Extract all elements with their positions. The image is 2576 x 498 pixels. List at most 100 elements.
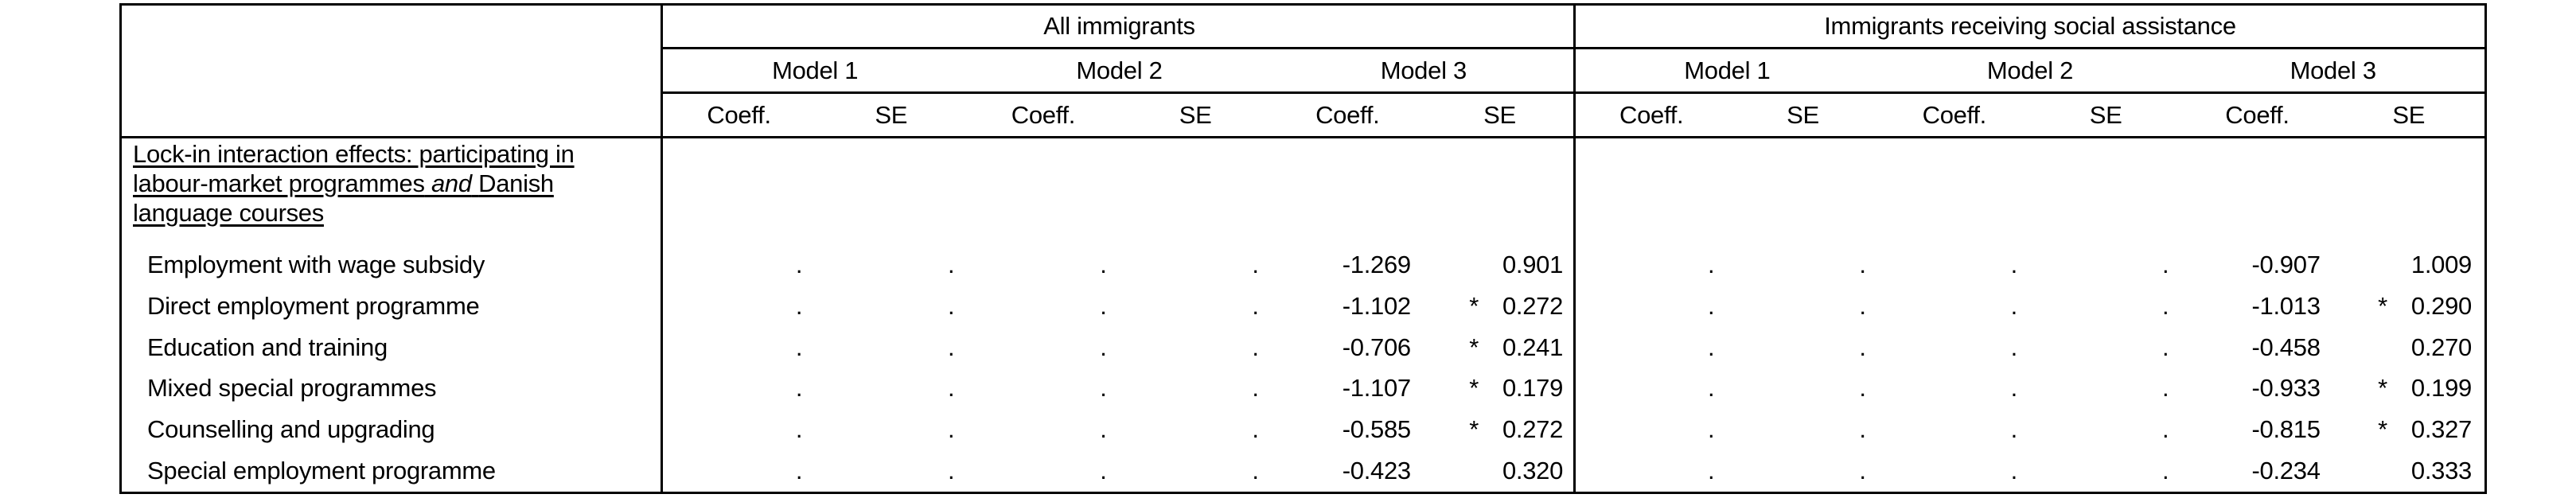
se-value: . xyxy=(815,327,967,368)
coeff-header: Coeff. xyxy=(707,100,771,129)
coeff-value: . xyxy=(1100,291,1107,320)
coeff-header: Coeff. xyxy=(1011,100,1076,129)
se-value: * 0.199 xyxy=(2333,368,2484,409)
se-number: . xyxy=(2161,291,2169,320)
se-number: . xyxy=(948,333,955,361)
se-value: * 0.290 xyxy=(2333,286,2484,327)
se-value: 0.333 xyxy=(2333,450,2484,492)
coeff-value: -0.933 xyxy=(2251,374,2321,403)
row-label: Counselling and upgrading xyxy=(147,415,435,444)
se-number: . xyxy=(948,374,955,403)
model-2-header: Model 2 xyxy=(1076,56,1163,84)
coeff-value: . xyxy=(795,374,803,403)
se-header: SE xyxy=(1483,100,1516,129)
se-number: 0.327 xyxy=(2410,415,2472,444)
row-label: Special employment programme xyxy=(147,457,496,485)
table-body: Lock-in interaction effects: participati… xyxy=(122,138,2484,492)
coeff-value: -0.423 xyxy=(1342,457,1411,485)
significance-star: * xyxy=(1469,374,1479,403)
model-1-header: Model 1 xyxy=(1684,56,1771,84)
coeff-value: . xyxy=(2010,250,2018,278)
coeff-value: -0.234 xyxy=(2251,457,2321,485)
coeff-value: -0.706 xyxy=(1342,333,1411,361)
se-number: . xyxy=(1859,333,1866,361)
se-number: 0.320 xyxy=(1502,457,1564,485)
header-spacer xyxy=(122,49,663,91)
section-heading: Lock-in interaction effects: participati… xyxy=(122,138,2484,244)
se-value: . xyxy=(1120,327,1272,368)
se-value: * 0.327 xyxy=(2333,409,2484,450)
se-number: . xyxy=(2161,333,2169,361)
coeff-value: . xyxy=(795,457,803,485)
se-number: . xyxy=(948,415,955,444)
coeff-value: . xyxy=(1100,415,1107,444)
se-value: * 0.241 xyxy=(1424,327,1576,368)
se-number: . xyxy=(1859,374,1866,403)
se-value: . xyxy=(2030,450,2181,492)
se-number: 0.179 xyxy=(1502,374,1564,403)
se-value: . xyxy=(1727,327,1878,368)
coeff-value: . xyxy=(795,415,803,444)
se-value: . xyxy=(815,450,967,492)
se-value: . xyxy=(1727,409,1878,450)
section-heading-line-3: language courses xyxy=(133,199,324,227)
se-number: . xyxy=(1252,250,1259,278)
se-value: . xyxy=(1727,286,1878,327)
section-heading-line-2: labour-market programmes and Danish xyxy=(133,169,2484,198)
significance-star: * xyxy=(2378,374,2387,403)
se-value: . xyxy=(1120,244,1272,286)
model-1-header: Model 1 xyxy=(772,56,859,84)
table-horizontal-rule xyxy=(122,136,2484,138)
significance-star: * xyxy=(1469,291,1479,320)
coeff-value: -1.013 xyxy=(2251,291,2321,320)
se-number: 1.009 xyxy=(2410,250,2472,278)
se-number: . xyxy=(1859,415,1866,444)
se-number: . xyxy=(948,291,955,320)
model-header-row: Model 1 Model 2 Model 3 Model 1 Model 2 … xyxy=(122,49,2484,91)
se-value: . xyxy=(815,286,967,327)
coeff-value: . xyxy=(1100,250,1107,278)
se-number: 0.270 xyxy=(2410,333,2472,361)
se-value: . xyxy=(2030,327,2181,368)
se-number: . xyxy=(1859,250,1866,278)
coeff-value: -1.107 xyxy=(1342,374,1411,403)
se-number: 0.241 xyxy=(1502,333,1564,361)
table-vertical-divider xyxy=(661,6,663,492)
coeff-value: -0.585 xyxy=(1342,415,1411,444)
coeff-value: -0.458 xyxy=(2251,333,2321,361)
significance-star: * xyxy=(1469,333,1479,361)
model-3-header: Model 3 xyxy=(2290,56,2376,84)
table-row: Mixed special programmes . . . . -1.107 … xyxy=(122,368,2484,409)
se-value: * 0.179 xyxy=(1424,368,1576,409)
coeff-value: . xyxy=(1708,250,1715,278)
se-value: . xyxy=(2030,409,2181,450)
se-header: SE xyxy=(875,100,908,129)
group-title-all-immigrants: All immigrants xyxy=(1043,12,1195,40)
se-number: . xyxy=(948,250,955,278)
coeff-value: . xyxy=(795,333,803,361)
coeff-header: Coeff. xyxy=(1315,100,1380,129)
coeff-value: . xyxy=(2010,374,2018,403)
se-number: . xyxy=(2161,457,2169,485)
se-number: . xyxy=(1252,457,1259,485)
se-value: 1.009 xyxy=(2333,244,2484,286)
table-row: Direct employment programme . . . . -1.1… xyxy=(122,286,2484,327)
se-number: . xyxy=(1859,291,1866,320)
se-number: . xyxy=(1252,415,1259,444)
coeff-header: Coeff. xyxy=(2225,100,2290,129)
se-value: . xyxy=(1120,286,1272,327)
table-row: Counselling and upgrading . . . . -0.585… xyxy=(122,409,2484,450)
coeff-value: . xyxy=(1100,374,1107,403)
row-label: Mixed special programmes xyxy=(147,374,437,403)
se-value: 0.901 xyxy=(1424,244,1576,286)
se-number: . xyxy=(2161,250,2169,278)
coeff-value: . xyxy=(795,250,803,278)
group-header-row: All immigrants Immigrants receiving soci… xyxy=(122,6,2484,47)
table-row: Special employment programme . . . . -0.… xyxy=(122,450,2484,492)
se-header: SE xyxy=(2392,100,2426,129)
se-value: 0.320 xyxy=(1424,450,1576,492)
coeff-value: -1.269 xyxy=(1342,250,1411,278)
se-number: 0.272 xyxy=(1502,415,1564,444)
significance-star: * xyxy=(2378,415,2387,444)
se-number: 0.290 xyxy=(2410,291,2472,320)
